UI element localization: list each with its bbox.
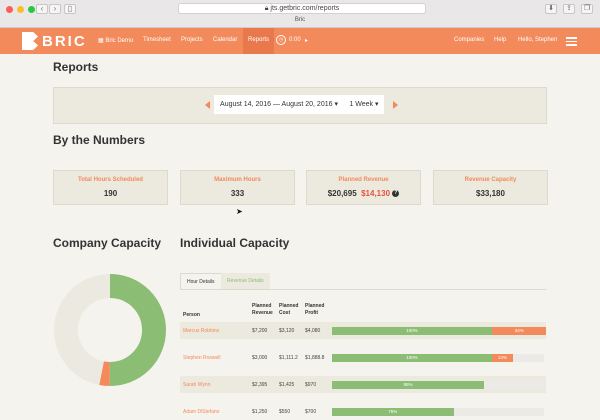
previous-week-icon[interactable] [205,101,210,109]
nav-user-greeting[interactable]: Hello, Stephen [518,37,558,43]
browser-chrome: ‹ › ▯ 🔒︎ jts.getbric.com/reports ⬇ ⇪ ❐ B… [0,0,600,28]
card-value: 333 [230,189,245,198]
nav-company-demo[interactable]: ▦ Bric Demo [98,38,134,44]
capacity-bar: 95% [332,381,544,389]
planned-cost-cell: $1,111.2 [279,355,298,361]
column-planned-revenue: Planned Revenue [252,303,273,316]
timer-play-icon[interactable]: ▸ [305,38,309,44]
logo-text: BRIC [42,32,87,50]
sidebar-icon[interactable]: ▯ [64,4,76,14]
next-week-icon[interactable] [393,101,398,109]
minimize-window-button[interactable] [17,6,24,13]
tab-title: Bric [294,17,306,23]
planned-cost-cell: $3,120 [279,328,295,334]
timer-value: 0:00 [289,37,301,43]
back-icon[interactable]: ‹ [36,4,48,14]
card-label: Revenue Capacity [464,177,517,183]
app-navbar: BRIC ▦ Bric Demo Timesheet Projects Cale… [0,28,600,54]
revenue-capacity-card: Revenue Capacity $33,180 [433,170,548,205]
company-capacity-donut [54,274,166,386]
column-planned-cost: Planned Cost [279,303,299,316]
planned-revenue-cell: $2,395 [252,382,268,388]
tab-hour-details[interactable]: Hour Details [180,273,222,289]
capacity-bar-fill: 100% [332,327,492,335]
maximum-hours-card: Maximum Hours 333 [180,170,295,205]
planned-profit-cell: $1,888.8 [305,355,325,361]
close-window-button[interactable] [6,6,13,13]
person-link[interactable]: Stephen Roswell [183,355,221,361]
help-question-icon[interactable]: ? [392,190,400,198]
planned-cost-cell: $1,425 [279,382,295,388]
nav-calendar[interactable]: Calendar [213,37,238,43]
hamburger-menu-icon[interactable] [566,37,577,48]
share-icon[interactable]: ⇪ [563,4,575,14]
date-range-select[interactable]: August 14, 2016 — August 20, 2016 ▾ [214,95,344,114]
planned-revenue-value: $20,695 [327,189,357,198]
tabs-icon[interactable]: ❐ [581,4,593,14]
company-capacity-heading: Company Capacity [53,236,162,250]
planned-profit-cell: $700 [305,409,317,415]
planned-profit-cell: $4,080 [305,328,321,334]
card-value: 190 [103,189,118,198]
planned-profit-cell: $970 [305,382,317,388]
tab-divider [180,289,546,290]
card-label: Maximum Hours [214,177,261,183]
planned-revenue-cell: $3,000 [252,355,268,361]
capacity-bar-fill: 76% [332,408,454,416]
downloads-icon[interactable]: ⬇ [545,4,557,14]
url-bar[interactable]: 🔒︎ jts.getbric.com/reports [178,3,426,14]
individual-capacity-heading: Individual Capacity [180,236,290,250]
column-person: Person [183,312,200,318]
bric-logo[interactable]: BRIC [22,32,87,50]
nav-projects[interactable]: Projects [181,37,203,43]
table-row: Adam DiStefano $1,250 $550 $700 76% [180,403,546,420]
window-controls [6,6,35,13]
tab-revenue-details[interactable]: Revenue Details [221,273,270,289]
capacity-bar: 100% 13% [332,354,544,362]
column-planned-profit: Planned Profit [305,303,325,316]
card-value: $20,695 $14,130 ? [307,189,420,198]
timer-icon[interactable]: ◷ [276,35,286,45]
nav-reports[interactable]: Reports [243,28,275,54]
logo-mark-icon [22,32,38,50]
table-row: Marcus Robbins $7,200 $3,120 $4,080 100% 34% [180,322,547,339]
donut-slice-available [54,274,166,386]
planned-revenue-secondary: $14,130 [361,189,391,198]
person-link[interactable]: Sarah Wynn [183,382,211,388]
person-link[interactable]: Adam DiStefano [183,409,220,415]
person-link[interactable]: Marcus Robbins [183,328,220,334]
page-title: Reports [53,60,99,74]
card-label: Total Hours Scheduled [78,177,143,183]
url-text: jts.getbric.com/reports [270,5,340,12]
capacity-bar-fill: 95% [332,381,484,389]
planned-revenue-cell: $1,250 [252,409,268,415]
nav-timesheet[interactable]: Timesheet [143,37,171,43]
building-icon: ▦ [98,38,104,44]
mouse-cursor-icon: ➤ [236,207,243,216]
planned-revenue-card: Planned Revenue $20,695 $14,130 ? [306,170,421,205]
capacity-bar-fill: 100% [332,354,492,362]
capacity-bar-over: 34% [492,327,547,335]
total-hours-card: Total Hours Scheduled 190 [53,170,168,205]
table-row: Sarah Wynn $2,395 $1,425 $970 95% [180,376,546,393]
table-row: Stephen Roswell $3,000 $1,111.2 $1,888.8 100… [180,349,546,366]
nav-help[interactable]: Help [494,37,507,43]
nav-companies[interactable]: Companies [454,37,485,43]
forward-icon[interactable]: › [49,4,61,14]
period-select[interactable]: 1 Week ▾ [344,95,384,114]
lock-icon: 🔒︎ [264,5,269,12]
zoom-window-button[interactable] [28,6,35,13]
capacity-bar: 100% 34% [332,327,547,335]
by-the-numbers-heading: By the Numbers [53,133,146,147]
card-value: $33,180 [476,189,505,198]
planned-revenue-cell: $7,200 [252,328,268,334]
card-label: Planned Revenue [338,177,389,183]
capacity-bar: 76% [332,408,544,416]
planned-cost-cell: $550 [279,409,291,415]
capacity-bar-over: 13% [492,354,513,362]
